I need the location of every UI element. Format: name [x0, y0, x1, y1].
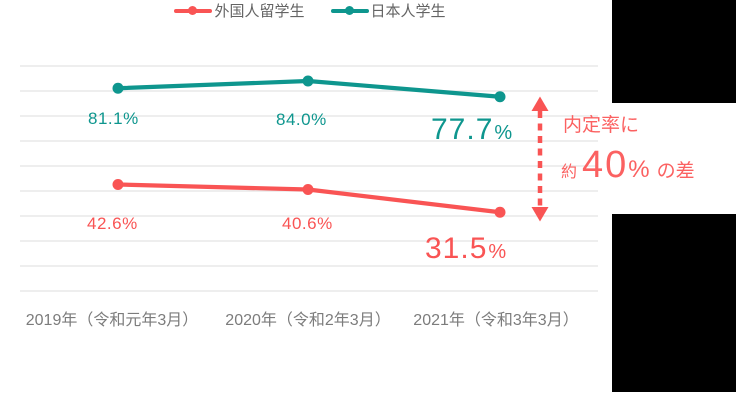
- big-value-unit: %: [494, 122, 513, 144]
- legend-line-marker-icon: [330, 6, 369, 15]
- legend-line-marker-icon: [174, 6, 213, 15]
- big-value-number: 31.5: [425, 232, 488, 265]
- legend-item-japanese: 日本人学生: [330, 0, 446, 21]
- value-label-foreign-2021: 31.5%: [425, 232, 506, 266]
- difference-arrow-head-down: [531, 207, 549, 222]
- difference-arrow-head-up: [531, 96, 549, 111]
- annotation-prefix: 約: [561, 164, 578, 181]
- redacted-block-bottom: [612, 214, 736, 392]
- redacted-block-top: [612, 0, 736, 103]
- big-value-unit: %: [488, 241, 507, 263]
- x-axis-label-2021: 2021年（令和3年3月）: [413, 312, 579, 329]
- annotation-big-number: 40: [582, 144, 629, 186]
- value-label-japanese-2019: 81.1%: [88, 109, 139, 128]
- x-axis-label-2019: 2019年（令和元年3月）: [25, 312, 199, 329]
- data-point: [302, 75, 314, 87]
- data-point: [494, 91, 506, 103]
- legend: 外国人留学生 日本人学生: [0, 0, 620, 21]
- x-axis-label-2020: 2020年（令和2年3月）: [225, 312, 391, 329]
- big-value-number: 77.7: [431, 113, 494, 146]
- value-label-japanese-2020: 84.0%: [276, 110, 327, 129]
- value-label-foreign-2019: 42.6%: [87, 214, 138, 233]
- value-label-foreign-2020: 40.6%: [282, 214, 333, 233]
- data-point: [302, 184, 314, 195]
- annotation-suffix: の差: [656, 161, 695, 182]
- legend-label-foreign: 外国人留学生: [214, 3, 305, 20]
- legend-item-foreign: 外国人留学生: [174, 0, 305, 21]
- annotation-title: 内定率に: [563, 115, 640, 136]
- value-label-japanese-2021: 77.7%: [431, 113, 512, 147]
- data-point: [112, 179, 124, 190]
- annotation-difference: 約 40% の差: [561, 144, 695, 187]
- annotation-unit: %: [628, 156, 650, 183]
- data-point: [494, 206, 506, 218]
- legend-label-japanese: 日本人学生: [370, 3, 446, 20]
- data-point: [112, 82, 124, 94]
